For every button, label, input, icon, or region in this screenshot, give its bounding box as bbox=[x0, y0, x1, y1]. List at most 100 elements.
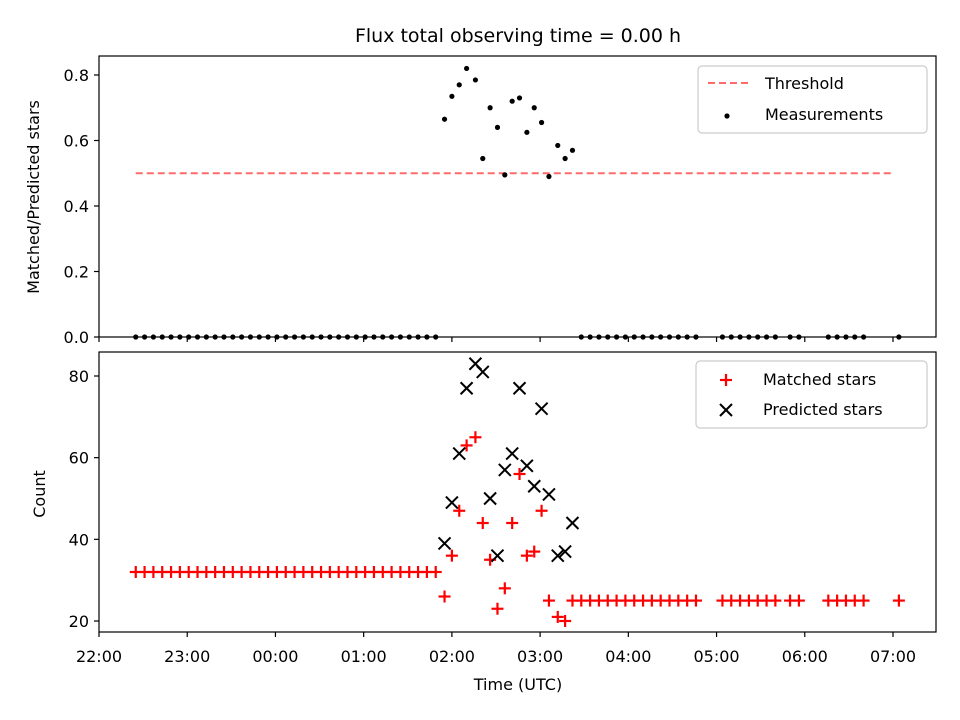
measurement-point bbox=[487, 105, 493, 111]
measurement-point bbox=[538, 119, 545, 126]
predicted-star-point bbox=[490, 548, 505, 563]
predicted-star-mark-b bbox=[437, 536, 452, 551]
predicted-star-mark-b bbox=[445, 495, 459, 510]
predicted-star-mark-b bbox=[565, 516, 580, 530]
y-tick-label: 40 bbox=[69, 530, 89, 549]
top-y-axis-label: Matched/Predicted stars bbox=[24, 100, 43, 294]
matched-star-point bbox=[689, 594, 702, 607]
matched-star-point bbox=[506, 517, 519, 529]
matched-star-point bbox=[476, 517, 489, 529]
legend-predicted-label: Predicted stars bbox=[763, 400, 883, 419]
predicted-star-mark-b bbox=[527, 479, 541, 493]
predicted-star-point bbox=[483, 491, 497, 506]
predicted-star-point bbox=[520, 459, 534, 473]
matched-star-point bbox=[513, 468, 526, 480]
top-x-ticks bbox=[98, 337, 894, 342]
y-tick-label: 0.2 bbox=[64, 263, 89, 282]
matched-star-point bbox=[429, 566, 442, 578]
y-tick-label: 0.0 bbox=[64, 328, 89, 347]
predicted-star-point bbox=[512, 381, 527, 395]
legend-matched-label: Matched stars bbox=[763, 370, 876, 389]
measurement-point bbox=[531, 105, 537, 111]
measurement-point bbox=[546, 173, 552, 180]
bottom-legend: Matched stars Predicted stars bbox=[695, 360, 928, 429]
top-chart-title: Flux total observing time = 0.00 h bbox=[355, 25, 681, 47]
predicted-star-point bbox=[551, 548, 565, 563]
measurement-point bbox=[463, 65, 470, 72]
matched-star-point bbox=[469, 431, 482, 444]
y-tick-label: 0.8 bbox=[64, 66, 89, 85]
predicted-star-mark-b bbox=[558, 544, 572, 559]
x-tick-label: 03:00 bbox=[517, 647, 563, 666]
predicted-star-mark-b bbox=[498, 463, 512, 477]
measurement-point bbox=[524, 129, 530, 135]
predicted-star-mark-b bbox=[542, 487, 556, 502]
x-tick-label: 02:00 bbox=[429, 647, 475, 666]
x-tick-label: 04:00 bbox=[605, 647, 651, 666]
matched-star-point bbox=[559, 615, 572, 627]
matched-star-point bbox=[438, 590, 451, 603]
measurement-point bbox=[569, 147, 576, 153]
x-tick-label: 22:00 bbox=[76, 647, 122, 666]
matched-star-point bbox=[535, 504, 548, 517]
measurement-point bbox=[480, 155, 486, 162]
predicted-star-mark-b bbox=[512, 381, 527, 395]
predicted-star-mark-b bbox=[551, 548, 565, 563]
top-legend-box bbox=[697, 65, 928, 134]
measurement-point bbox=[509, 98, 515, 104]
predicted-star-mark-b bbox=[452, 446, 466, 461]
predicted-star-point bbox=[542, 487, 556, 502]
predicted-star-point bbox=[445, 495, 459, 510]
y-tick-label: 60 bbox=[69, 449, 89, 468]
predicted-star-mark-b bbox=[476, 365, 490, 379]
predicted-star-point bbox=[476, 365, 490, 379]
matched-star-point bbox=[491, 602, 504, 615]
predicted-star-mark-b bbox=[520, 459, 534, 473]
x-tick-label: 01:00 bbox=[341, 647, 387, 666]
predicted-star-point bbox=[534, 401, 549, 416]
matched-star-point bbox=[498, 582, 511, 595]
predicted-star-point bbox=[498, 463, 512, 477]
y-tick-label: 20 bbox=[69, 612, 89, 631]
measurement-point bbox=[516, 95, 523, 101]
legend-matched-swatch bbox=[720, 374, 732, 386]
top-legend: Threshold Measurements bbox=[697, 65, 928, 134]
matched-star-point bbox=[542, 594, 555, 607]
measurement-point bbox=[449, 93, 455, 99]
bottom-y-axis: 20 40 60 80 bbox=[69, 367, 99, 631]
predicted-star-point bbox=[558, 544, 572, 559]
predicted-star-mark-b bbox=[483, 491, 497, 506]
predicted-star-point bbox=[452, 446, 466, 461]
measurement-point bbox=[562, 155, 568, 162]
matched-star-point bbox=[769, 594, 782, 607]
predicted-star-mark-b bbox=[468, 357, 483, 371]
legend-threshold-label: Threshold bbox=[764, 74, 844, 93]
bottom-legend-box bbox=[695, 360, 928, 429]
matched-star-point bbox=[520, 549, 533, 562]
legend-predicted-swatch bbox=[719, 403, 733, 417]
predicted-star-point bbox=[527, 479, 541, 493]
bottom-x-axis-label: Time (UTC) bbox=[473, 675, 562, 694]
bottom-y-axis-label: Count bbox=[30, 470, 49, 518]
x-tick-label: 00:00 bbox=[252, 647, 298, 666]
measurement-point bbox=[472, 77, 479, 83]
matched-star-point bbox=[445, 549, 458, 562]
measurement-point bbox=[456, 82, 462, 88]
top-y-axis: 0.0 0.2 0.4 0.6 0.8 bbox=[64, 66, 99, 347]
measurement-point bbox=[441, 116, 448, 122]
bottom-axes-frame bbox=[98, 351, 937, 633]
matched-star-point bbox=[892, 594, 905, 607]
predicted-star-mark-b bbox=[505, 446, 519, 461]
x-tick-label: 07:00 bbox=[870, 647, 916, 666]
predicted-star-mark-b bbox=[490, 548, 505, 563]
bottom-x-axis: 22:00 23:00 00:00 01:00 02:00 03:00 04:00 05:00… bbox=[76, 632, 916, 666]
x-tick-label: 05:00 bbox=[694, 647, 740, 666]
y-tick-label: 0.6 bbox=[64, 132, 89, 151]
matched-star-point bbox=[792, 594, 805, 607]
matched-star-point bbox=[857, 594, 870, 607]
x-tick-label: 06:00 bbox=[782, 647, 828, 666]
predicted-star-mark-b bbox=[534, 401, 549, 416]
matched-star-point bbox=[528, 545, 541, 558]
bottom-plot-area bbox=[129, 357, 905, 627]
